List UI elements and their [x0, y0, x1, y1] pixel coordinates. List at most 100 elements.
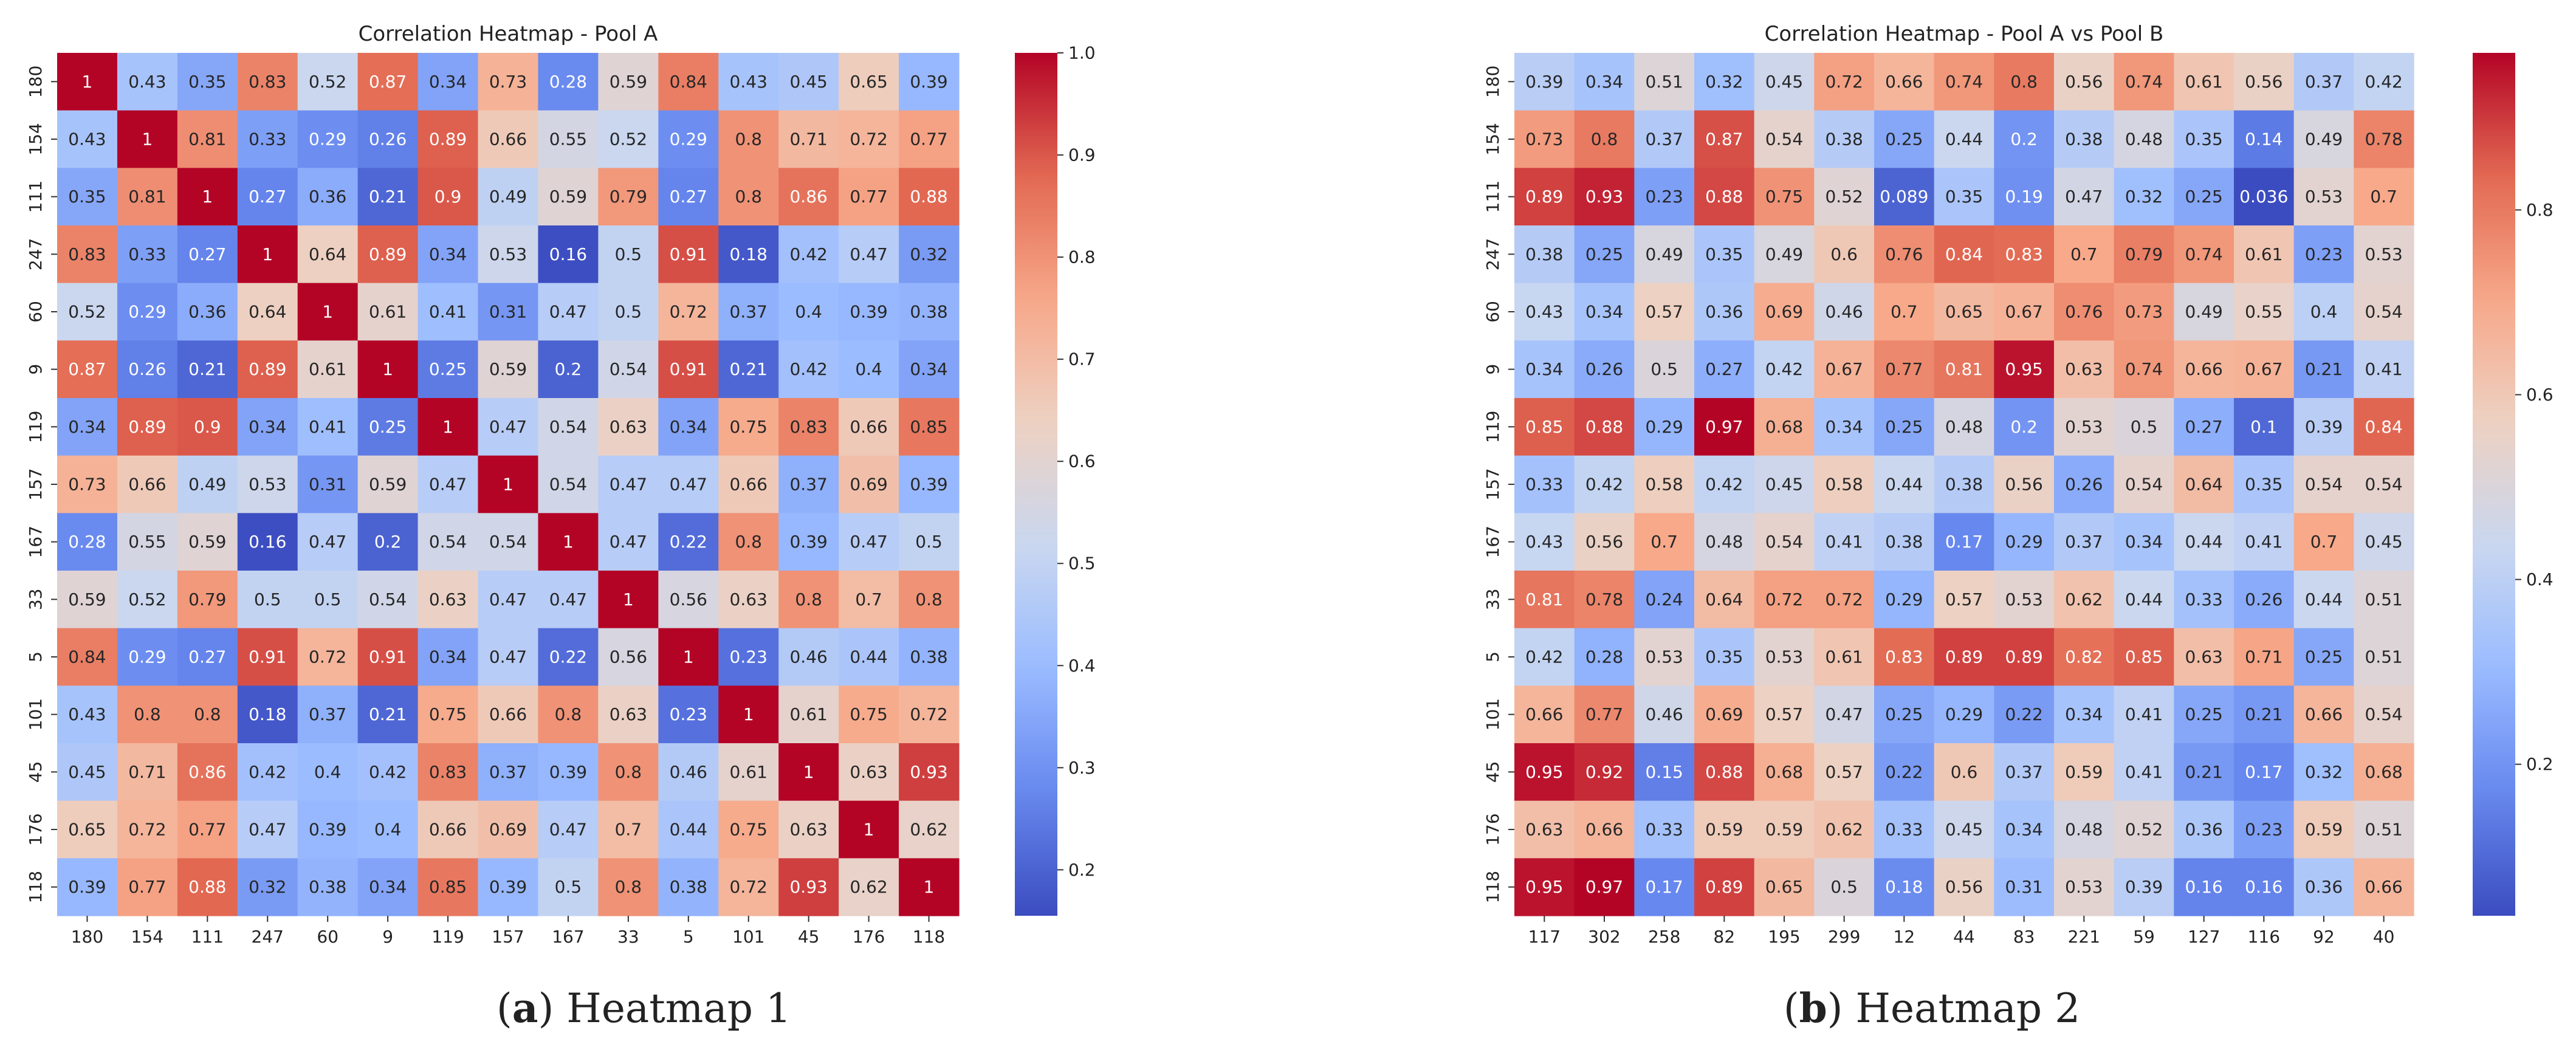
cell-value-label: 0.34 [1825, 417, 1863, 437]
heatmap-cell [1874, 571, 1935, 629]
heatmap-cell [2354, 858, 2414, 916]
cell-value-label: 0.53 [2065, 877, 2103, 897]
cell-value-label: 0.39 [549, 762, 587, 782]
cell-value-label: 0.66 [730, 475, 768, 495]
cell-value-label: 0.67 [2005, 302, 2042, 322]
heatmap-cell [417, 455, 479, 513]
cell-value-label: 0.31 [309, 475, 346, 495]
heatmap-cell [57, 800, 118, 859]
heatmap-cell [417, 800, 479, 859]
heatmap-cell [718, 283, 779, 341]
cell-value-label: 0.33 [249, 129, 286, 149]
cell-value-label: 0.8 [615, 877, 642, 897]
heatmap-cell [1934, 800, 1994, 859]
cell-value-label: 0.61 [309, 359, 346, 379]
cell-value-label: 0.25 [2305, 647, 2343, 667]
cell-value-label: 0.54 [489, 532, 527, 552]
cell-value-label: 0.38 [1825, 129, 1863, 149]
x-tick-label: 299 [1828, 927, 1860, 947]
heatmap-cell [478, 743, 539, 802]
cell-value-label: 0.5 [615, 244, 642, 264]
cell-value-label: 0.25 [429, 359, 467, 379]
heatmap-cell [1874, 283, 1935, 341]
caption-b: (b) Heatmap 2 [1783, 984, 2081, 1032]
chart-title: Correlation Heatmap - Pool A vs Pool B [1764, 22, 2164, 46]
cell-value-label: 0.52 [68, 302, 106, 322]
heatmap-cell [658, 53, 719, 111]
colorbar-tick-label: 0.9 [1068, 145, 1096, 165]
heatmap-cell [538, 225, 599, 284]
heatmap-cell [839, 110, 899, 168]
cell-value-label: 0.72 [850, 129, 887, 149]
x-tick-label: 101 [732, 927, 764, 947]
x-tick-label: 40 [2373, 927, 2395, 947]
heatmap-cell [598, 168, 659, 226]
heatmap-cell [1694, 571, 1755, 629]
cell-value-label: 0.43 [68, 129, 106, 149]
heatmap-cell [357, 513, 419, 571]
cell-value-label: 0.5 [314, 589, 342, 609]
cell-value-label: 0.87 [68, 359, 106, 379]
cell-value-label: 0.76 [1885, 244, 1923, 264]
heatmap-cell [2054, 53, 2115, 111]
y-tick-label: 157 [26, 468, 46, 500]
cell-value-label: 0.26 [2245, 589, 2282, 609]
cell-value-label: 0.47 [2065, 187, 2103, 207]
heatmap-cell [2174, 800, 2234, 859]
heatmap-cell [1514, 513, 1575, 571]
cell-value-label: 0.59 [1765, 820, 1803, 840]
cell-value-label: 0.65 [850, 72, 887, 92]
cell-value-label: 0.32 [1705, 72, 1743, 92]
caption-a: (a) Heatmap 1 [496, 984, 791, 1032]
heatmap-cell [2354, 340, 2414, 399]
heatmap-cell [1814, 455, 1875, 513]
cell-value-label: 0.66 [1525, 704, 1563, 724]
cell-value-label: 1 [322, 302, 333, 322]
heatmap-cell [538, 685, 599, 744]
cell-value-label: 0.34 [1585, 302, 1623, 322]
heatmap-cell [117, 168, 178, 226]
cell-value-label: 0.38 [2065, 129, 2103, 149]
heatmap-cell [1754, 340, 1815, 399]
cell-value-label: 0.61 [730, 762, 768, 782]
cell-value-label: 0.66 [2185, 359, 2222, 379]
cell-value-label: 0.42 [249, 762, 286, 782]
colorbar-tick-label: 0.4 [1068, 656, 1096, 676]
cell-value-label: 0.64 [249, 302, 286, 322]
cell-value-label: 0.42 [1765, 359, 1803, 379]
cell-value-label: 0.81 [188, 129, 226, 149]
x-tick-label: 12 [1894, 927, 1915, 947]
heatmap-cell [1814, 168, 1875, 226]
cell-value-label: 0.37 [2305, 72, 2343, 92]
cell-value-label: 0.72 [1825, 589, 1863, 609]
y-tick-label: 154 [1483, 123, 1503, 155]
heatmap-cell [1814, 110, 1875, 168]
heatmap-cell [1994, 455, 2055, 513]
cell-value-label: 1 [202, 187, 213, 207]
heatmap-cell [2234, 53, 2295, 111]
cell-value-label: 0.036 [2239, 187, 2288, 207]
cell-value-label: 0.36 [188, 302, 226, 322]
heatmap-cell [2234, 628, 2295, 686]
heatmap-cell [2293, 340, 2354, 399]
cell-value-label: 0.18 [1885, 877, 1923, 897]
heatmap-cell [237, 743, 298, 802]
cell-value-label: 0.8 [795, 589, 822, 609]
cell-value-label: 0.29 [1945, 704, 1983, 724]
heatmap-cell [1934, 571, 1994, 629]
cell-value-label: 0.66 [489, 129, 527, 149]
cell-value-label: 0.62 [2065, 589, 2103, 609]
cell-value-label: 0.39 [2305, 417, 2343, 437]
cell-value-label: 0.21 [730, 359, 768, 379]
heatmap-cell [658, 168, 719, 226]
cell-value-label: 0.64 [1705, 589, 1743, 609]
heatmap-cell [778, 800, 839, 859]
cell-value-label: 0.56 [670, 589, 707, 609]
cell-value-label: 0.69 [489, 820, 527, 840]
cell-value-label: 0.17 [2245, 762, 2282, 782]
cell-value-label: 0.7 [2070, 244, 2098, 264]
heatmap-cell [57, 628, 118, 686]
cell-value-label: 0.87 [369, 72, 407, 92]
heatmap-cell [1694, 455, 1755, 513]
x-tick-label: 44 [1953, 927, 1975, 947]
